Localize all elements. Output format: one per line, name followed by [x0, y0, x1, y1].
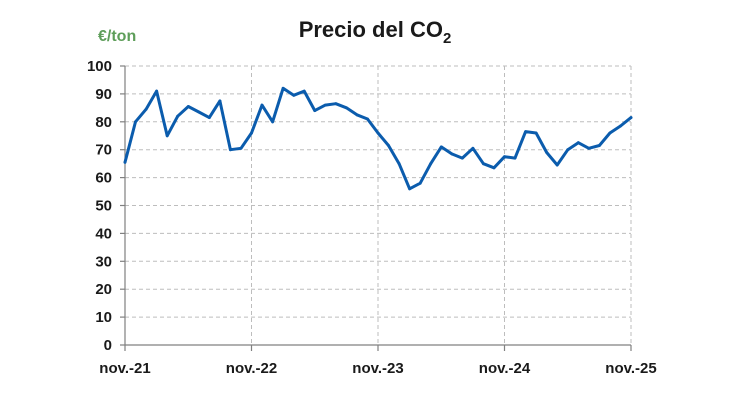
y-tick-label: 0: [104, 337, 112, 354]
data-point: [429, 162, 433, 166]
chart-title-subscript: 2: [443, 30, 451, 47]
data-point: [176, 114, 180, 118]
data-point: [629, 116, 633, 119]
data-point: [165, 134, 169, 138]
data-point: [439, 145, 443, 149]
data-point: [587, 146, 591, 150]
data-point: [566, 148, 570, 152]
y-tick-label: 100: [87, 58, 112, 75]
y-tick-label: 80: [95, 114, 112, 131]
data-point: [334, 102, 338, 106]
data-point: [250, 131, 253, 135]
data-point: [355, 113, 359, 117]
data-point: [207, 116, 211, 119]
data-point: [408, 187, 411, 191]
data-point: [376, 131, 380, 135]
data-point: [418, 181, 422, 185]
y-tick-label: 50: [95, 198, 112, 215]
y-tick-label: 60: [95, 170, 112, 187]
x-tick-label: nov.-23: [352, 360, 403, 377]
data-point: [545, 151, 549, 154]
y-tick-label: 90: [95, 86, 112, 103]
data-point: [534, 131, 538, 135]
y-axis-unit: €/ton: [98, 28, 136, 45]
data-point: [313, 109, 317, 112]
y-tick-label: 20: [95, 281, 112, 298]
data-point: [239, 146, 243, 150]
data-point: [524, 130, 527, 134]
data-point: [598, 144, 601, 147]
y-tick-label: 30: [95, 253, 112, 270]
x-tick-label: nov.-25: [605, 360, 656, 377]
data-point: [619, 124, 622, 128]
data-point: [387, 144, 390, 147]
data-point: [271, 120, 274, 124]
data-point: [302, 89, 306, 93]
axes: [120, 65, 632, 351]
y-tick-label: 10: [95, 309, 112, 326]
data-point: [218, 99, 222, 103]
x-tick-label: nov.-24: [479, 360, 531, 377]
data-point: [134, 120, 137, 124]
data-point: [471, 146, 475, 150]
data-point: [608, 131, 612, 135]
data-point: [460, 156, 464, 160]
data-point: [197, 110, 201, 114]
gridlines: [125, 65, 632, 345]
data-point: [186, 105, 190, 108]
y-tick-label: 40: [95, 225, 112, 242]
data-point: [450, 152, 454, 156]
data-point: [492, 166, 496, 170]
x-tick-labels: nov.-21 nov.-22 nov.-23 nov.-24 nov.-25: [99, 360, 656, 377]
data-point: [576, 141, 580, 145]
data-point: [323, 103, 327, 107]
data-point: [503, 155, 506, 159]
data-point: [345, 106, 348, 110]
data-point: [144, 107, 148, 111]
data-point: [155, 89, 159, 93]
data-point: [229, 148, 232, 152]
data-point: [482, 162, 485, 166]
data-point: [281, 86, 285, 90]
data-point: [513, 156, 517, 160]
x-tick-label: nov.-22: [226, 360, 277, 377]
data-point: [397, 162, 401, 166]
data-point: [555, 163, 559, 167]
data-point: [292, 93, 296, 97]
data-point: [366, 117, 369, 121]
data-point: [123, 160, 127, 164]
y-tick-labels: 0 10 20 30 40 50 60 70 80 90 100: [87, 58, 112, 354]
chart-title-main: Precio del CO: [299, 17, 443, 42]
chart-title: Precio del CO2: [299, 17, 452, 47]
data-point: [260, 103, 264, 107]
x-tick-label: nov.-21: [99, 360, 150, 377]
series: [123, 86, 633, 191]
y-tick-label: 70: [95, 142, 112, 159]
